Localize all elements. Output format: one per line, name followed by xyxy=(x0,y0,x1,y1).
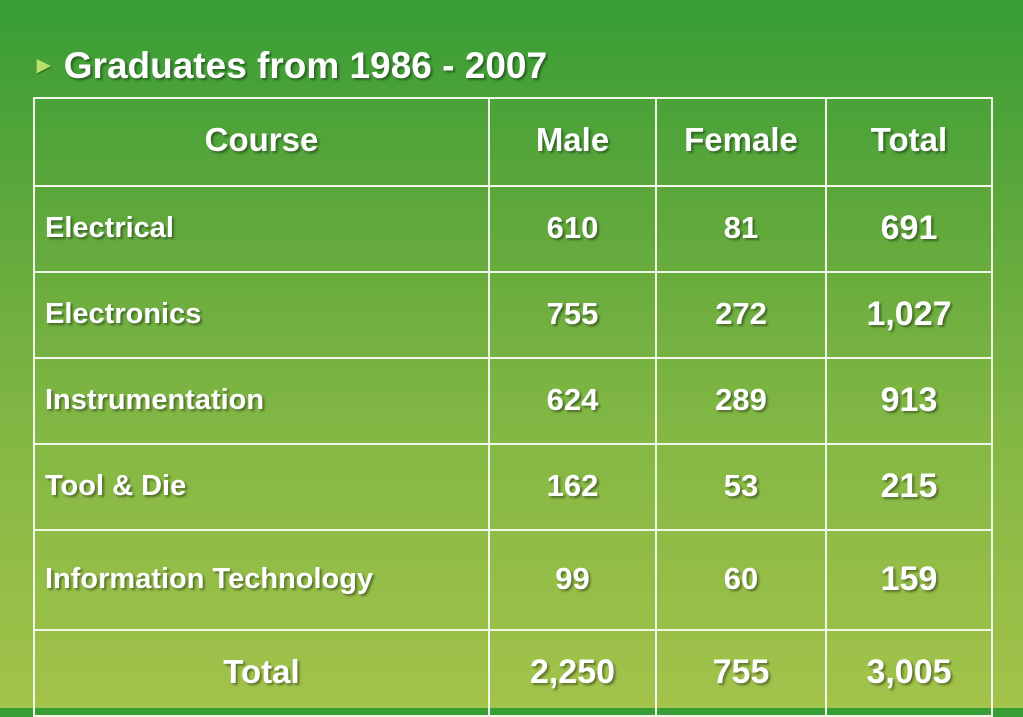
male-cell: 624 xyxy=(488,357,657,445)
total-cell: 913 xyxy=(825,357,993,445)
header-female: Female xyxy=(655,97,827,187)
title-text: Graduates from 1986 - 2007 xyxy=(63,45,548,86)
female-cell: 81 xyxy=(655,185,827,273)
total-cell: 159 xyxy=(825,529,993,631)
total-male-cell: 2,250 xyxy=(488,629,657,717)
triangle-bullet-icon: ► xyxy=(32,52,56,79)
course-cell: Instrumentation xyxy=(33,357,490,445)
female-cell: 53 xyxy=(655,443,827,531)
female-cell: 289 xyxy=(655,357,827,445)
male-cell: 99 xyxy=(488,529,657,631)
male-cell: 610 xyxy=(488,185,657,273)
header-course: Course xyxy=(33,97,490,187)
course-cell: Tool & Die xyxy=(33,443,490,531)
male-cell: 162 xyxy=(488,443,657,531)
total-cell: 215 xyxy=(825,443,993,531)
course-cell: Electronics xyxy=(33,271,490,359)
total-female-cell: 755 xyxy=(655,629,827,717)
table-row: Electronics 755 272 1,027 xyxy=(33,271,993,359)
female-cell: 272 xyxy=(655,271,827,359)
total-row: Total 2,250 755 3,005 xyxy=(33,629,993,717)
male-cell: 755 xyxy=(488,271,657,359)
table-row: Information Technology 99 60 159 xyxy=(33,529,993,631)
total-cell: 1,027 xyxy=(825,271,993,359)
header-male: Male xyxy=(488,97,657,187)
table-row: Tool & Die 162 53 215 xyxy=(33,443,993,531)
header-row: Course Male Female Total xyxy=(33,97,993,187)
course-cell: Information Technology xyxy=(33,529,490,631)
total-label-cell: Total xyxy=(33,629,490,717)
female-cell: 60 xyxy=(655,529,827,631)
table-row: Instrumentation 624 289 913 xyxy=(33,357,993,445)
graduates-table: Course Male Female Total Electrical 610 … xyxy=(33,97,993,717)
total-cell: 691 xyxy=(825,185,993,273)
table-row: Electrical 610 81 691 xyxy=(33,185,993,273)
header-total: Total xyxy=(825,97,993,187)
grand-total-cell: 3,005 xyxy=(825,629,993,717)
course-cell: Electrical xyxy=(33,185,490,273)
slide-title: ► Graduates from 1986 - 2007 xyxy=(32,42,547,90)
